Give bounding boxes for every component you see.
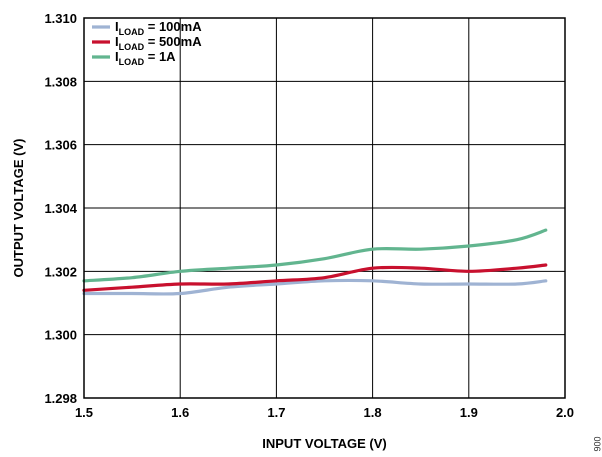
y-axis-title: OUTPUT VOLTAGE (V) [11, 139, 26, 278]
x-tick-label: 1.5 [75, 405, 93, 420]
legend-label: ILOAD = 500mA [115, 34, 202, 52]
y-tick-labels: 1.298 1.300 1.302 1.304 1.306 1.308 1.310 [44, 11, 77, 406]
x-tick-labels: 1.5 1.6 1.7 1.8 1.9 2.0 [75, 405, 574, 420]
x-tick-label: 1.9 [460, 405, 478, 420]
x-tick-label: 2.0 [556, 405, 574, 420]
x-tick-label: 1.7 [267, 405, 285, 420]
y-tick-label: 1.302 [44, 264, 77, 279]
y-tick-label: 1.310 [44, 11, 77, 26]
figure-id: 006 [592, 436, 602, 451]
series-line-0 [82, 278, 548, 296]
y-tick-label: 1.308 [44, 74, 77, 89]
grid [83, 17, 566, 399]
y-tick-label: 1.304 [44, 201, 77, 216]
y-tick-label: 1.306 [44, 138, 77, 153]
x-tick-label: 1.8 [364, 405, 382, 420]
series-line-1 [82, 263, 548, 292]
y-tick-label: 1.300 [44, 328, 77, 343]
series-line-2 [82, 228, 548, 283]
x-tick-label: 1.6 [171, 405, 189, 420]
legend-label: ILOAD = 1A [115, 49, 176, 67]
plot-frame [83, 17, 566, 399]
x-axis-title: INPUT VOLTAGE (V) [262, 436, 386, 451]
legend-label: ILOAD = 100mA [115, 19, 202, 37]
series-lines [82, 228, 548, 296]
y-tick-label: 1.298 [44, 391, 77, 406]
